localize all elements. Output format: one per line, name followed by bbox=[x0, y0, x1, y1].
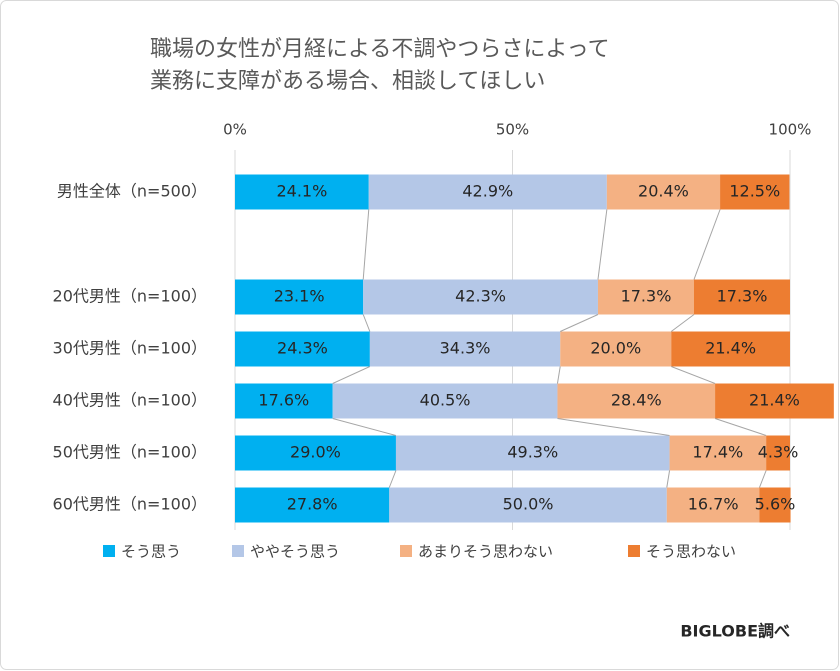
value-label: 40.5% bbox=[420, 391, 471, 410]
bar-segment bbox=[557, 383, 716, 419]
category-label: 50代男性（n=100） bbox=[53, 443, 207, 462]
value-label: 29.0% bbox=[290, 443, 341, 462]
value-label: 21.4% bbox=[705, 339, 756, 358]
value-label: 23.1% bbox=[274, 287, 325, 306]
bar-segment bbox=[363, 279, 598, 315]
connector-line bbox=[362, 314, 371, 332]
category-label: 30代男性（n=100） bbox=[53, 339, 207, 358]
bar-segment bbox=[235, 487, 390, 523]
value-label: 27.8% bbox=[287, 495, 338, 514]
source-note: BIGLOBE調べ bbox=[680, 622, 790, 641]
value-label: 5.6% bbox=[755, 495, 796, 514]
bar-segment bbox=[606, 174, 721, 210]
value-label: 28.4% bbox=[611, 391, 662, 410]
connector-line bbox=[759, 470, 767, 488]
value-label: 21.4% bbox=[749, 391, 800, 410]
value-label: 20.4% bbox=[638, 182, 689, 201]
value-label: 16.7% bbox=[688, 495, 739, 514]
connector-line bbox=[671, 366, 716, 384]
bar-segment bbox=[671, 331, 790, 367]
category-label: 20代男性（n=100） bbox=[53, 287, 207, 306]
bar-segment bbox=[666, 487, 760, 523]
bar-segment bbox=[693, 279, 790, 315]
value-label: 42.9% bbox=[462, 182, 513, 201]
bar-segment bbox=[368, 174, 607, 210]
x-tick-label: 100% bbox=[769, 121, 812, 139]
value-label: 17.3% bbox=[621, 287, 672, 306]
chart-title: 職場の女性が月経による不調やつらさによって bbox=[150, 37, 610, 62]
value-label: 12.5% bbox=[729, 182, 780, 201]
bar-segment bbox=[235, 331, 370, 367]
legend-swatch bbox=[232, 545, 244, 557]
bar-segment bbox=[389, 487, 667, 523]
value-label: 42.3% bbox=[455, 287, 506, 306]
connector-line bbox=[597, 209, 608, 280]
x-tick-label: 50% bbox=[496, 121, 529, 139]
legend-label: ややそう思う bbox=[250, 543, 340, 561]
value-label: 17.3% bbox=[717, 287, 768, 306]
bar-segment bbox=[235, 279, 364, 315]
connector-line bbox=[362, 209, 370, 280]
chart-title: 業務に支障がある場合、相談してほしい bbox=[150, 69, 545, 94]
legend-label: あまりそう思わない bbox=[418, 543, 553, 561]
value-label: 4.3% bbox=[758, 443, 799, 462]
legend-swatch bbox=[103, 545, 115, 557]
value-label: 17.6% bbox=[258, 391, 309, 410]
bar-segment bbox=[395, 435, 670, 471]
x-tick-label: 0% bbox=[223, 121, 247, 139]
bar-segment bbox=[715, 383, 834, 419]
connector-line bbox=[670, 314, 695, 332]
legend-label: そう思わない bbox=[646, 543, 736, 561]
bar-segment bbox=[560, 331, 672, 367]
bar-segment bbox=[759, 487, 791, 523]
category-label: 40代男性（n=100） bbox=[53, 391, 207, 410]
value-label: 24.3% bbox=[277, 339, 328, 358]
value-label: 24.1% bbox=[276, 182, 327, 201]
bar-segment bbox=[235, 174, 369, 210]
bar-segment bbox=[332, 383, 558, 419]
value-label: 49.3% bbox=[507, 443, 558, 462]
bar-segment bbox=[235, 435, 396, 471]
connector-line bbox=[560, 314, 599, 332]
category-label: 男性全体（n=500） bbox=[57, 182, 207, 201]
bar-segment bbox=[597, 279, 694, 315]
value-label: 34.3% bbox=[440, 339, 491, 358]
connector-line bbox=[693, 209, 721, 280]
connector-line bbox=[714, 418, 767, 436]
bar-segment bbox=[235, 383, 333, 419]
value-label: 50.0% bbox=[503, 495, 554, 514]
connector-line bbox=[557, 418, 670, 436]
bar-segment bbox=[669, 435, 767, 471]
legend-swatch bbox=[628, 545, 640, 557]
category-label: 60代男性（n=100） bbox=[53, 495, 207, 514]
bar-segment bbox=[766, 435, 790, 471]
legend-swatch bbox=[400, 545, 412, 557]
connector-line bbox=[332, 366, 371, 384]
bar-segment bbox=[720, 174, 790, 210]
connector-line bbox=[666, 470, 671, 488]
connector-line bbox=[556, 366, 561, 384]
legend-label: そう思う bbox=[121, 543, 181, 561]
bar-segment bbox=[369, 331, 561, 367]
value-label: 17.4% bbox=[692, 443, 743, 462]
value-label: 20.0% bbox=[590, 339, 641, 358]
connector-line bbox=[332, 418, 397, 436]
connector-line bbox=[388, 470, 397, 488]
